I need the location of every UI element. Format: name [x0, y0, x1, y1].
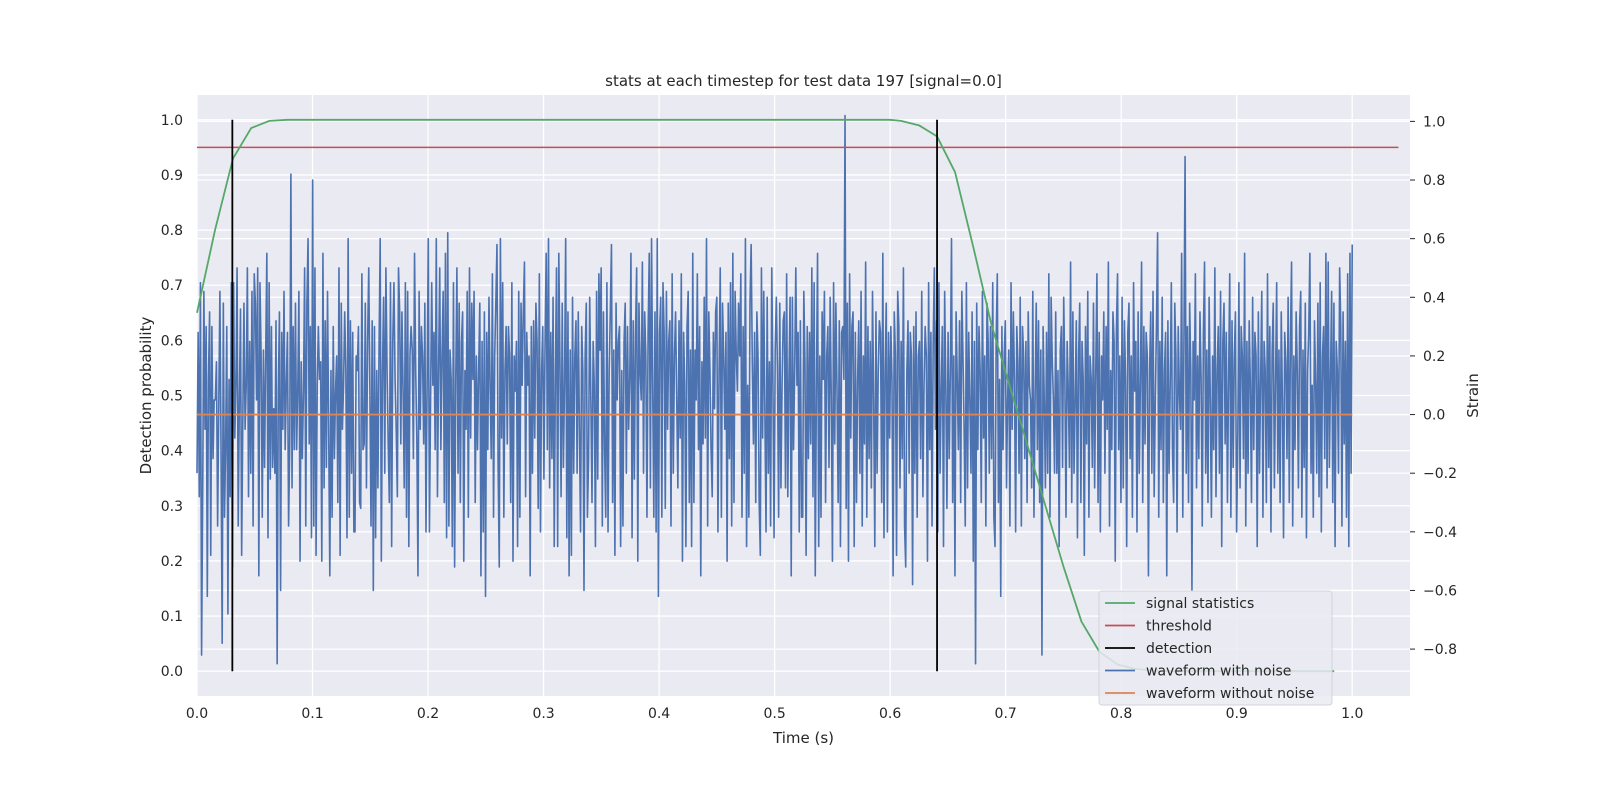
x-tick-label: 0.7: [995, 706, 1017, 722]
x-tick-label: 0.5: [763, 706, 785, 722]
legend-box: [1098, 590, 1333, 706]
y-left-tick-label: 1.0: [161, 113, 183, 129]
x-tick-label: 0.9: [1226, 706, 1248, 722]
y-right-tick-label: −0.2: [1423, 466, 1457, 482]
legend-label: detection: [1146, 641, 1212, 657]
y-right-tick-label: 0.0: [1423, 408, 1445, 424]
x-tick-label: 0.1: [301, 706, 323, 722]
y-right-tick-label: 1.0: [1423, 114, 1445, 130]
legend-label: waveform without noise: [1146, 686, 1314, 702]
chart-title: stats at each timestep for test data 197…: [605, 72, 1002, 90]
y-axis-left-label: Detection probability: [137, 317, 155, 475]
y-left-tick-label: 0.2: [161, 554, 183, 570]
tick-labels: 0.0 0.1 0.2 0.3 0.4 0.5 0.6 0.7 0.8 0.9 1.0 0.0 0.1 0…: [161, 113, 1457, 722]
y-left-tick-label: 0.3: [161, 499, 183, 515]
y-left-tick-label: 0.1: [161, 609, 183, 625]
y-right-tick-label: 0.2: [1423, 349, 1445, 365]
legend-label: signal statistics: [1146, 596, 1254, 612]
y-right-tick-label: 0.6: [1423, 232, 1445, 248]
legend-label: threshold: [1146, 619, 1212, 635]
y-right-tick-label: −0.4: [1423, 525, 1457, 541]
y-right-tick-label: −0.6: [1423, 583, 1457, 599]
x-tick-label: 0.0: [186, 706, 208, 722]
legend-label: waveform with noise: [1146, 664, 1291, 680]
x-tick-label: 1.0: [1341, 706, 1363, 722]
y-left-tick-label: 0.5: [161, 389, 183, 405]
x-tick-label: 0.3: [532, 706, 554, 722]
y-right-tick-label: 0.4: [1423, 290, 1445, 306]
y-left-tick-label: 0.6: [161, 333, 183, 349]
x-tick-label: 0.8: [1110, 706, 1132, 722]
y-left-tick-label: 0.4: [161, 444, 183, 460]
x-tick-label: 0.4: [648, 706, 670, 722]
y-axis-right-label: Strain: [1464, 373, 1482, 417]
x-axis-label: Time (s): [772, 729, 834, 747]
y-left-tick-label: 0.7: [161, 278, 183, 294]
y-right-tick-label: −0.8: [1423, 642, 1457, 658]
x-tick-label: 0.6: [879, 706, 901, 722]
y-left-tick-label: 0.0: [161, 664, 183, 680]
y-left-tick-label: 0.9: [161, 168, 183, 184]
x-tick-label: 0.2: [417, 706, 439, 722]
y-left-tick-label: 0.8: [161, 223, 183, 239]
series-waveform-with-noise: [196, 114, 1354, 665]
legend: signal statistics threshold detection wavef…: [1098, 590, 1333, 706]
y-right-tick-label: 0.8: [1423, 173, 1445, 189]
